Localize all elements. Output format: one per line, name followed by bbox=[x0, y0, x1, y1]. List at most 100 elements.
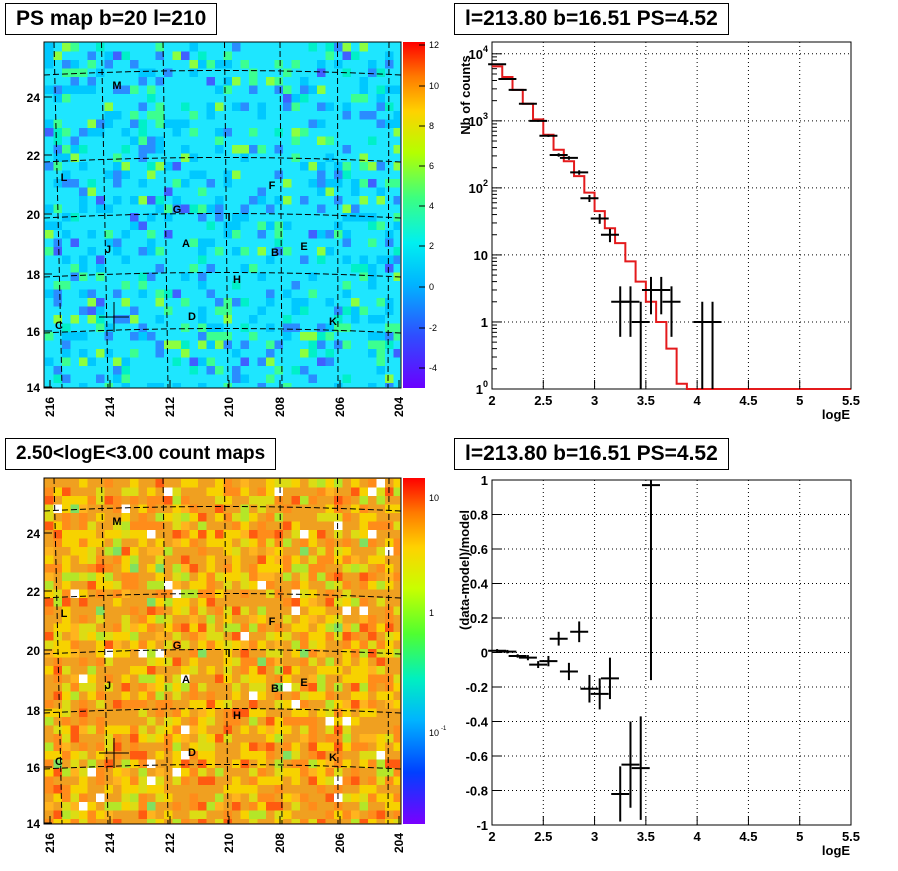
map-cell bbox=[300, 700, 309, 709]
map-cell bbox=[130, 306, 139, 315]
map-cell bbox=[206, 734, 215, 743]
map-cell bbox=[274, 776, 283, 785]
map-cell bbox=[223, 708, 232, 717]
map-cell bbox=[113, 51, 122, 60]
map-cell bbox=[368, 179, 377, 188]
map-cell bbox=[342, 649, 351, 658]
map-cell bbox=[368, 776, 377, 785]
map-cell bbox=[359, 615, 368, 624]
map-cell bbox=[62, 374, 71, 383]
map-cell bbox=[104, 170, 113, 179]
map-cell bbox=[206, 802, 215, 811]
map-cell bbox=[317, 487, 326, 496]
map-cell bbox=[393, 221, 400, 230]
map-cell bbox=[334, 572, 343, 581]
map-cell bbox=[291, 717, 300, 726]
map-cell bbox=[240, 674, 249, 683]
map-cell bbox=[104, 547, 113, 556]
y-tick-exponent: 3 bbox=[483, 111, 488, 121]
map-cell bbox=[257, 725, 266, 734]
map-cell bbox=[164, 700, 173, 709]
map-cell bbox=[249, 128, 258, 137]
map-cell bbox=[249, 538, 258, 547]
map-cell bbox=[138, 734, 147, 743]
map-cell bbox=[53, 315, 62, 324]
map-cell bbox=[385, 819, 394, 823]
map-cell bbox=[291, 598, 300, 607]
map-cell bbox=[198, 238, 207, 247]
map-cell bbox=[334, 725, 343, 734]
map-cell bbox=[342, 496, 351, 505]
map-cell bbox=[317, 513, 326, 522]
map-cell bbox=[283, 555, 292, 564]
map-cell bbox=[342, 281, 351, 290]
map-cell bbox=[376, 298, 385, 307]
map-cell bbox=[393, 547, 400, 556]
map-cell bbox=[368, 513, 377, 522]
map-cell bbox=[215, 85, 224, 94]
map-cell bbox=[232, 691, 241, 700]
map-cell bbox=[385, 793, 394, 802]
map-cell bbox=[104, 674, 113, 683]
point-source-cross bbox=[99, 302, 129, 332]
map-cell bbox=[300, 332, 309, 341]
map-cell bbox=[155, 145, 164, 154]
map-cell bbox=[266, 221, 275, 230]
map-cell bbox=[121, 691, 130, 700]
map-cell bbox=[70, 136, 79, 145]
map-cell bbox=[104, 632, 113, 641]
map-cell bbox=[317, 708, 326, 717]
map-cell bbox=[300, 94, 309, 103]
map-cell bbox=[53, 734, 62, 743]
map-cell bbox=[385, 683, 394, 692]
map-cell bbox=[155, 708, 164, 717]
map-cell bbox=[198, 521, 207, 530]
map-cell bbox=[359, 649, 368, 658]
map-cell bbox=[147, 802, 156, 811]
source-label-d: D bbox=[188, 311, 196, 323]
map-cell bbox=[308, 589, 317, 598]
map-cell bbox=[53, 666, 62, 675]
map-cell bbox=[300, 691, 309, 700]
map-cell bbox=[385, 623, 394, 632]
map-cell bbox=[62, 230, 71, 239]
map-cell bbox=[342, 255, 351, 264]
source-label-k: K bbox=[329, 752, 337, 764]
map-cell bbox=[385, 264, 394, 273]
map-cell bbox=[138, 179, 147, 188]
map-cell bbox=[257, 759, 266, 768]
map-cell bbox=[164, 496, 173, 505]
map-cell bbox=[53, 179, 62, 188]
bottom-map-noise bbox=[45, 479, 400, 823]
map-cell bbox=[138, 281, 147, 290]
map-cell bbox=[308, 179, 317, 188]
map-cell bbox=[147, 683, 156, 692]
map-cell bbox=[359, 793, 368, 802]
map-cell bbox=[206, 487, 215, 496]
map-cell bbox=[172, 742, 181, 751]
map-cell bbox=[155, 819, 164, 823]
map-cell bbox=[266, 323, 275, 332]
map-cell bbox=[87, 85, 96, 94]
map-cell bbox=[62, 94, 71, 103]
y-tick-label: -0.4 bbox=[466, 715, 489, 730]
map-cell bbox=[385, 340, 394, 349]
map-cell bbox=[266, 649, 275, 658]
map-cell bbox=[223, 657, 232, 666]
map-cell bbox=[232, 170, 241, 179]
map-cell bbox=[155, 768, 164, 777]
map-cell bbox=[104, 332, 113, 341]
map-cell bbox=[96, 315, 105, 324]
map-y-tick-label: 24 bbox=[27, 91, 41, 105]
map-cell bbox=[325, 555, 334, 564]
map-cell bbox=[223, 496, 232, 505]
map-cell bbox=[147, 530, 156, 539]
map-cell bbox=[189, 60, 198, 69]
map-cell bbox=[342, 170, 351, 179]
map-cell bbox=[45, 247, 54, 256]
map-cell bbox=[138, 332, 147, 341]
map-cell bbox=[300, 717, 309, 726]
map-cell bbox=[172, 751, 181, 760]
map-cell bbox=[198, 581, 207, 590]
